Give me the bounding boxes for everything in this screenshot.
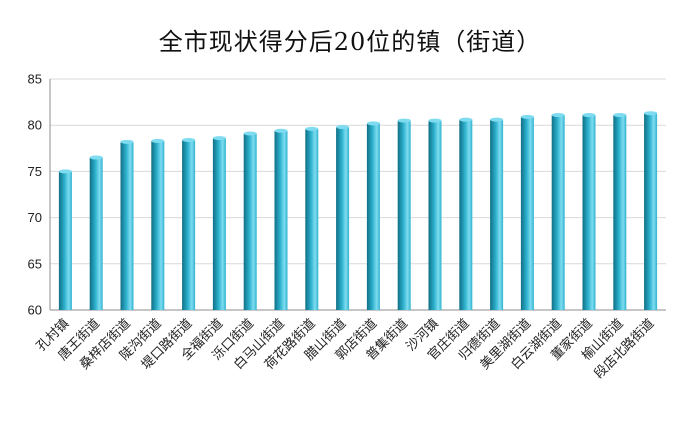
- bar: [182, 137, 196, 310]
- y-tick-label: 65: [28, 256, 42, 271]
- bar-cap: [182, 137, 196, 142]
- y-tick-label: 60: [28, 303, 42, 318]
- bar-cap: [336, 125, 350, 130]
- bar-body: [58, 171, 72, 310]
- bar: [551, 113, 565, 310]
- bar-cap: [397, 118, 411, 123]
- bar: [366, 121, 380, 311]
- bar: [613, 113, 627, 310]
- bar-body: [644, 113, 658, 310]
- bar: [459, 117, 473, 310]
- bar-body: [613, 115, 627, 310]
- bar-cap: [520, 114, 534, 119]
- bar: [582, 113, 596, 310]
- bar-body: [397, 120, 411, 310]
- y-tick-label: 80: [28, 118, 42, 133]
- bar-body: [120, 141, 134, 310]
- y-tick-label: 75: [28, 164, 42, 179]
- bar-cap: [644, 111, 658, 116]
- bar-body: [459, 119, 473, 310]
- bar: [212, 136, 226, 310]
- bar-cap: [551, 113, 565, 118]
- bar: [58, 169, 72, 310]
- y-tick-label: 70: [28, 210, 42, 225]
- bar: [151, 138, 165, 310]
- bar-body: [520, 116, 534, 310]
- bar-cap: [305, 126, 319, 131]
- bar-cap: [582, 113, 596, 118]
- bar-cap: [274, 128, 288, 133]
- bar-body: [551, 115, 565, 310]
- bar: [120, 139, 134, 310]
- bar: [336, 125, 350, 310]
- bar-body: [151, 140, 165, 310]
- bar-cap: [212, 136, 226, 141]
- bar: [89, 155, 103, 310]
- bar: [490, 117, 504, 310]
- bar-body: [212, 138, 226, 310]
- bar-body: [582, 115, 596, 310]
- bar-cap: [490, 117, 504, 122]
- bar-cap: [89, 155, 103, 160]
- bars: [58, 111, 658, 311]
- bar: [428, 118, 442, 310]
- bar-cap: [58, 169, 72, 174]
- bar-body: [274, 130, 288, 310]
- bar: [397, 118, 411, 310]
- bar-body: [336, 127, 350, 310]
- bar-body: [490, 119, 504, 310]
- bar-body: [366, 123, 380, 311]
- bar-body: [89, 157, 103, 310]
- grid-lines: [50, 78, 666, 311]
- y-tick-labels: 60 65 70 75 80 85: [28, 72, 42, 318]
- bar-cap: [459, 117, 473, 122]
- chart-title: 全市现状得分后20位的镇（街道）: [158, 28, 542, 56]
- x-tick-labels: 孔村镇唐王街道桑梓店街道陡沟街道堤口路街道全福街道泺口街道白马山街道荷花路街道腊…: [34, 316, 657, 382]
- bar: [274, 128, 288, 310]
- bar-cap: [151, 138, 165, 143]
- bar: [644, 111, 658, 310]
- bar-body: [243, 133, 257, 310]
- bar-cap: [613, 113, 627, 118]
- bar: [305, 126, 319, 310]
- bar-cap: [243, 131, 257, 136]
- bar: [520, 114, 534, 310]
- bar-body: [428, 120, 442, 310]
- bar-body: [182, 139, 196, 310]
- bar-cap: [428, 118, 442, 123]
- y-tick-label: 85: [28, 72, 42, 87]
- bar-cap: [366, 121, 380, 126]
- bar-body: [305, 128, 319, 310]
- bar-cap: [120, 139, 134, 144]
- bar: [243, 131, 257, 310]
